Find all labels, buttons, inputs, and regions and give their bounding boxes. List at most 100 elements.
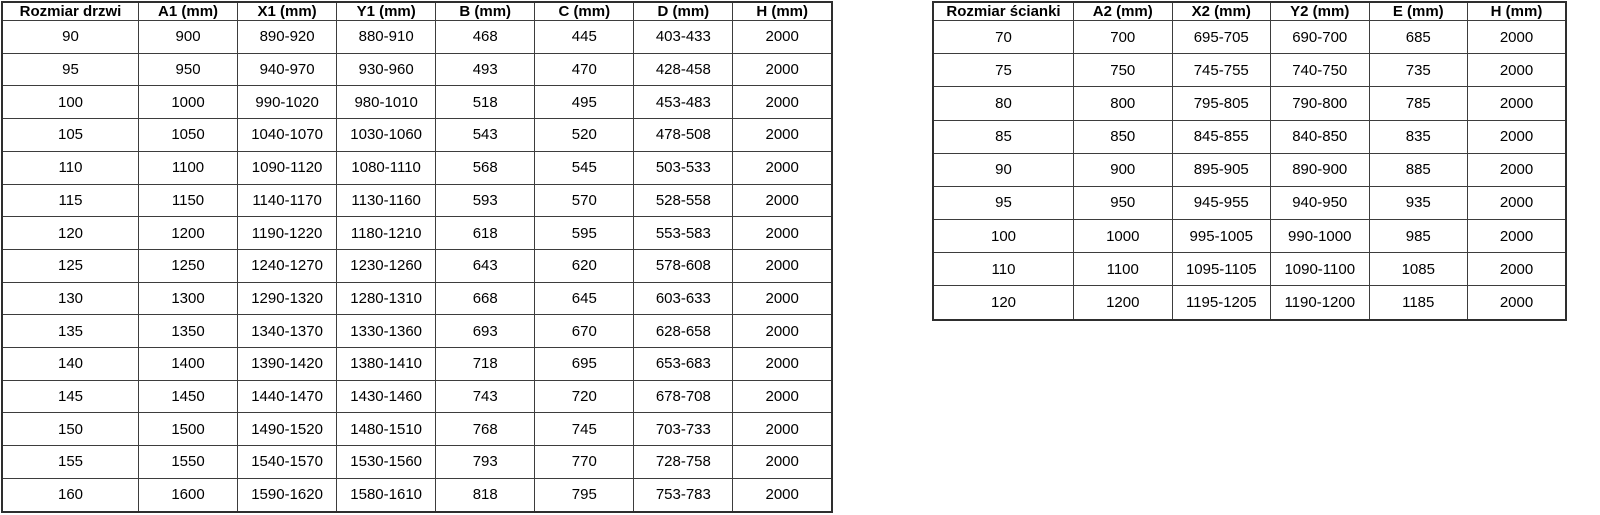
table-cell: 950 bbox=[137, 52, 239, 87]
table-row: 140 1400 1390-1420 1380-1410 718 695 653-683 20… bbox=[1, 347, 833, 381]
table-cell: 518 bbox=[435, 85, 536, 120]
column-header: Y2 (mm) bbox=[1270, 1, 1370, 21]
table-row: 85 850 845-855 840-850 835 2000 bbox=[932, 119, 1567, 154]
table-cell: 80 bbox=[932, 86, 1074, 121]
table-cell: 2000 bbox=[732, 281, 833, 316]
header-row: Rozmiar drzwi A1 (mm) X1 (mm) Y1 (mm) B (mm)… bbox=[1, 1, 833, 21]
table-cell: 495 bbox=[534, 85, 635, 120]
table-cell: 125 bbox=[1, 248, 139, 283]
column-header: E (mm) bbox=[1368, 1, 1468, 21]
table-row: 160 1600 1590-1620 1580-1610 818 795 753-783 20… bbox=[1, 477, 833, 513]
table-cell: 1340-1370 bbox=[237, 314, 338, 349]
table-cell: 105 bbox=[1, 118, 139, 152]
table-cell: 793 bbox=[435, 445, 536, 479]
table-cell: 1550 bbox=[137, 445, 239, 479]
table-cell: 795 bbox=[534, 477, 635, 513]
table-cell: 720 bbox=[534, 379, 635, 414]
table-cell: 900 bbox=[1073, 152, 1173, 187]
table-cell: 1440-1470 bbox=[237, 379, 338, 414]
table-cell: 1380-1410 bbox=[336, 347, 437, 381]
column-header: B (mm) bbox=[435, 1, 536, 21]
table-cell: 520 bbox=[534, 118, 635, 152]
column-header: Y1 (mm) bbox=[336, 1, 437, 21]
table-row: 115 1150 1140-1170 1130-1160 593 570 528-558 20… bbox=[1, 183, 833, 218]
table-cell: 1080-1110 bbox=[336, 150, 437, 185]
table-cell: 643 bbox=[435, 248, 536, 283]
table-cell: 70 bbox=[932, 19, 1074, 55]
table-cell: 1480-1510 bbox=[336, 412, 437, 447]
table-cell: 2000 bbox=[732, 314, 833, 349]
table-cell: 818 bbox=[435, 477, 536, 513]
table-cell: 695 bbox=[534, 347, 635, 381]
table-cell: 150 bbox=[1, 412, 139, 447]
table-cell: 770 bbox=[534, 445, 635, 479]
column-header: C (mm) bbox=[534, 1, 635, 21]
column-header: Rozmiar drzwi bbox=[1, 1, 139, 21]
table-cell: 728-758 bbox=[633, 445, 734, 479]
table-cell: 703-733 bbox=[633, 412, 734, 447]
table-cell: 845-855 bbox=[1171, 119, 1271, 154]
table-cell: 645 bbox=[534, 281, 635, 316]
table-cell: 403-433 bbox=[633, 20, 734, 54]
column-header: A1 (mm) bbox=[137, 1, 239, 21]
table-cell: 653-683 bbox=[633, 347, 734, 381]
table-row: 105 1050 1040-1070 1030-1060 543 520 478-508 20… bbox=[1, 118, 833, 152]
table-row: 120 1200 1195-1205 1190-1200 1185 2000 bbox=[932, 285, 1567, 321]
table-cell: 1330-1360 bbox=[336, 314, 437, 349]
table-row: 100 1000 995-1005 990-1000 985 2000 bbox=[932, 219, 1567, 254]
table-cell: 2000 bbox=[1467, 152, 1567, 187]
table-cell: 2000 bbox=[732, 412, 833, 447]
table-cell: 945-955 bbox=[1171, 185, 1271, 221]
table-cell: 1090-1120 bbox=[237, 150, 338, 185]
table-cell: 1580-1610 bbox=[336, 477, 437, 513]
table-cell: 2000 bbox=[732, 20, 833, 54]
table-cell: 2000 bbox=[732, 347, 833, 381]
table-cell: 115 bbox=[1, 183, 139, 218]
table-cell: 1190-1200 bbox=[1270, 285, 1370, 321]
table-cell: 468 bbox=[435, 20, 536, 54]
column-header: H (mm) bbox=[732, 1, 833, 21]
table-row: 90 900 890-920 880-910 468 445 403-433 2000 bbox=[1, 20, 833, 54]
table-row: 110 1100 1090-1120 1080-1110 568 545 503-533 20… bbox=[1, 150, 833, 185]
table-cell: 753-783 bbox=[633, 477, 734, 513]
table-cell: 693 bbox=[435, 314, 536, 349]
table-cell: 90 bbox=[1, 20, 139, 54]
table-cell: 685 bbox=[1368, 19, 1468, 55]
table-cell: 2000 bbox=[732, 118, 833, 152]
table-cell: 2000 bbox=[1467, 219, 1567, 254]
table-cell: 140 bbox=[1, 347, 139, 381]
table-cell: 1530-1560 bbox=[336, 445, 437, 479]
table-cell: 528-558 bbox=[633, 183, 734, 218]
table-cell: 1150 bbox=[137, 183, 239, 218]
table-cell: 900 bbox=[137, 20, 239, 54]
table-cell: 990-1000 bbox=[1270, 219, 1370, 254]
table-cell: 453-483 bbox=[633, 85, 734, 120]
table-cell: 1240-1270 bbox=[237, 248, 338, 283]
column-header: Rozmiar ścianki bbox=[932, 1, 1074, 21]
table-cell: 595 bbox=[534, 216, 635, 250]
table-cell: 628-658 bbox=[633, 314, 734, 349]
table-cell: 850 bbox=[1073, 119, 1173, 154]
table-cell: 570 bbox=[534, 183, 635, 218]
table-cell: 100 bbox=[1, 85, 139, 120]
table-cell: 1040-1070 bbox=[237, 118, 338, 152]
table-cell: 1590-1620 bbox=[237, 477, 338, 513]
table-cell: 1490-1520 bbox=[237, 412, 338, 447]
table-cell: 950 bbox=[1073, 185, 1173, 221]
table-cell: 718 bbox=[435, 347, 536, 381]
table-cell: 1400 bbox=[137, 347, 239, 381]
table-cell: 1195-1205 bbox=[1171, 285, 1271, 321]
table-row: 130 1300 1290-1320 1280-1310 668 645 603-633 20… bbox=[1, 281, 833, 316]
table-cell: 445 bbox=[534, 20, 635, 54]
table-cell: 2000 bbox=[732, 248, 833, 283]
table-row: 145 1450 1440-1470 1430-1460 743 720 678-708 20… bbox=[1, 379, 833, 414]
header-row: Rozmiar ścianki A2 (mm) X2 (mm) Y2 (mm) E (m… bbox=[932, 1, 1567, 21]
table-row: 95 950 940-970 930-960 493 470 428-458 2000 bbox=[1, 52, 833, 87]
table-cell: 2000 bbox=[1467, 19, 1567, 55]
column-header: A2 (mm) bbox=[1073, 1, 1173, 21]
table-cell: 2000 bbox=[1467, 53, 1567, 88]
table-row: 155 1550 1540-1570 1530-1560 793 770 728-758 20… bbox=[1, 445, 833, 479]
table-cell: 695-705 bbox=[1171, 19, 1271, 55]
table-cell: 678-708 bbox=[633, 379, 734, 414]
table-cell: 1290-1320 bbox=[237, 281, 338, 316]
